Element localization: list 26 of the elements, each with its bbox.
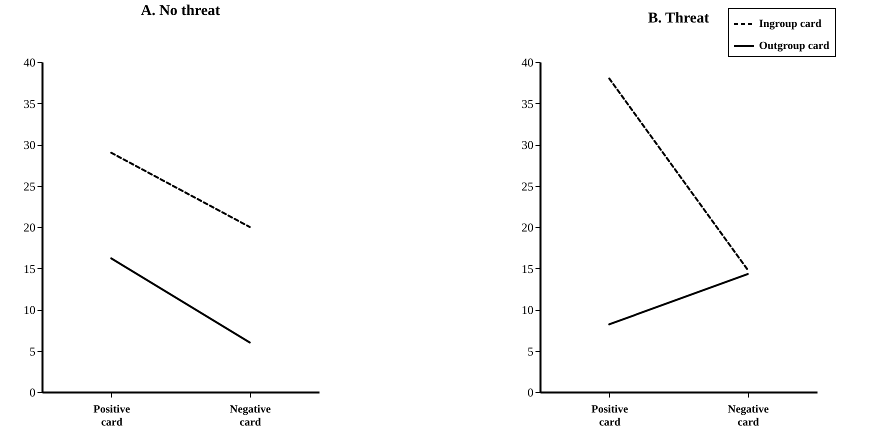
y-tick-label: 30 — [522, 138, 534, 152]
x-tick-label: Negative card — [230, 404, 271, 428]
y-tick-label: 25 — [24, 179, 36, 194]
legend-label: Ingroup card — [759, 18, 822, 30]
y-tick-label: 5 — [528, 344, 534, 358]
legend-label: Outgroup card — [759, 40, 830, 52]
chart-title: A. No threat — [140, 3, 220, 19]
y-tick-label: 0 — [528, 386, 534, 400]
y-tick-label: 20 — [24, 220, 36, 234]
y-tick-label: 15 — [24, 262, 36, 276]
y-tick-label: 40 — [24, 56, 36, 70]
y-tick-label: 35 — [522, 96, 534, 111]
y-tick-label: 15 — [522, 262, 534, 276]
chart-title: B. Threat — [648, 10, 710, 26]
x-tick-label: Negative card — [728, 404, 769, 428]
y-tick-label: 5 — [30, 344, 36, 358]
y-tick-label: 10 — [522, 303, 534, 317]
x-tick-label: Positive card — [93, 404, 130, 428]
x-tick-label: Positive card — [591, 404, 628, 428]
y-tick-label: 35 — [24, 96, 36, 111]
y-tick-label: 30 — [24, 138, 36, 152]
y-tick-label: 0 — [30, 386, 36, 400]
y-tick-label: 40 — [522, 56, 534, 70]
y-tick-label: 10 — [24, 303, 36, 317]
y-tick-label: 25 — [522, 179, 534, 194]
y-tick-label: 20 — [522, 220, 534, 234]
